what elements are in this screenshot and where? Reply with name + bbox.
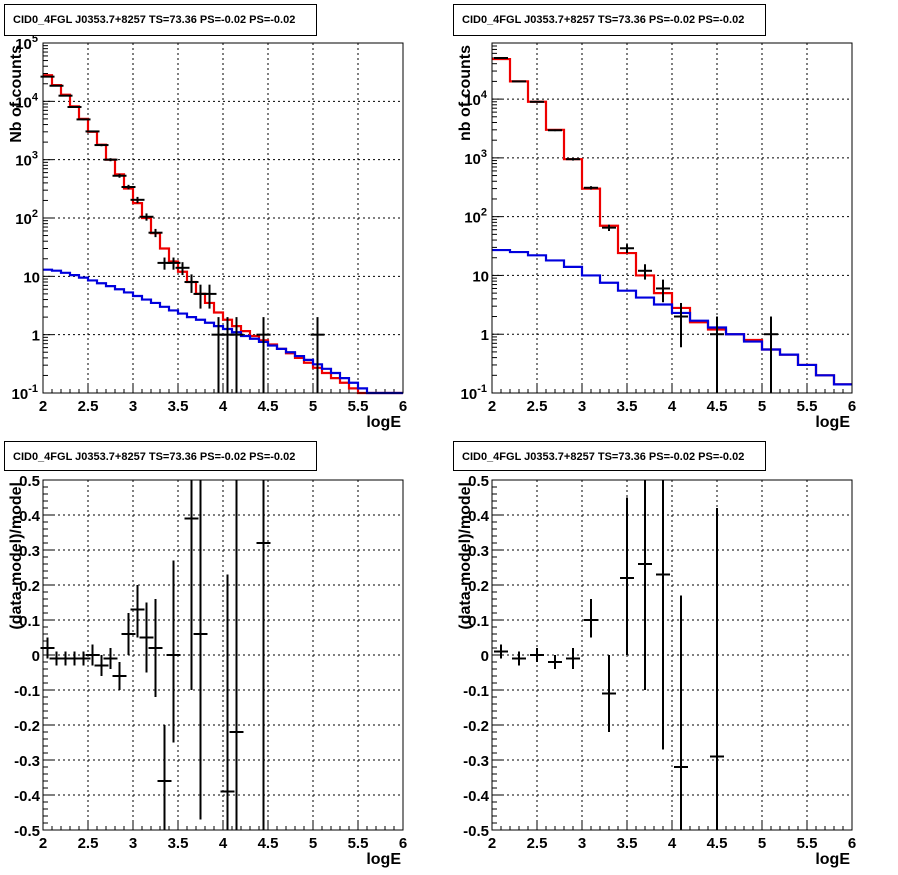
y-tick-label: 0.4 [468, 508, 490, 525]
y-tick-label: 10-1 [12, 383, 38, 403]
y-tick-label: -0.3 [14, 753, 40, 770]
x-tick-label: 2 [39, 398, 47, 415]
y-tick-label: -0.2 [14, 718, 40, 735]
y-axis-title: nb of counts [457, 45, 474, 141]
y-tick-label: 102 [15, 208, 38, 228]
y-tick-label: 0.3 [19, 543, 40, 560]
y-tick-label: -0.3 [463, 753, 489, 770]
x-tick-label: 2.5 [78, 398, 99, 415]
x-tick-label: 4 [668, 835, 677, 852]
x-tick-label: 4 [668, 398, 677, 415]
x-tick-label: 2.5 [527, 835, 548, 852]
y-tick-label: 0.4 [19, 508, 41, 525]
x-tick-label: 5 [309, 835, 317, 852]
x-tick-label: 2 [488, 398, 496, 415]
y-tick-label: 0.5 [468, 473, 489, 490]
x-tick-label: 4 [219, 398, 228, 415]
x-tick-label: 6 [399, 835, 407, 852]
x-tick-label: 5.5 [797, 835, 818, 852]
y-tick-label: -0.5 [463, 823, 489, 840]
y-axis-title: Nb of counts [8, 45, 25, 143]
y-tick-label: -0.1 [14, 683, 40, 700]
x-tick-label: 3 [578, 835, 586, 852]
y-tick-label: 0.5 [19, 473, 40, 490]
x-tick-label: 3.5 [617, 835, 638, 852]
y-tick-label: 0 [32, 648, 40, 665]
plot-frame [491, 42, 853, 394]
plot-frame [42, 479, 404, 831]
y-tick-label: 10-1 [461, 383, 487, 403]
y-tick-label: 103 [15, 150, 38, 170]
y-tick-label: 0.3 [468, 543, 489, 560]
y-tick-label: 0.1 [468, 613, 489, 630]
y-tick-label: -0.1 [463, 683, 489, 700]
panel-title-top-right: CID0_4FGL J0353.7+8257 TS=73.36 PS=-0.02… [453, 4, 766, 36]
x-tick-label: 5 [758, 398, 766, 415]
y-tick-label: 103 [464, 148, 487, 168]
x-tick-label: 5.5 [348, 398, 369, 415]
y-tick-label: -0.5 [14, 823, 40, 840]
x-tick-label: 2 [39, 835, 47, 852]
y-tick-label: 0.2 [19, 578, 40, 595]
y-tick-label: 0.2 [468, 578, 489, 595]
panel-title-top-left: CID0_4FGL J0353.7+8257 TS=73.36 PS=-0.02… [4, 4, 317, 36]
y-axis-title: (data-model)/model [457, 482, 474, 630]
x-axis-title: logE [366, 414, 401, 431]
y-tick-label: -0.2 [463, 718, 489, 735]
x-tick-label: 4.5 [258, 398, 279, 415]
x-tick-label: 4.5 [707, 398, 728, 415]
y-tick-label: 10 [23, 269, 40, 286]
x-tick-label: 6 [399, 398, 407, 415]
x-tick-label: 3.5 [168, 835, 189, 852]
panel-title-bottom-left: CID0_4FGL J0353.7+8257 TS=73.36 PS=-0.02… [4, 441, 317, 471]
x-tick-label: 6 [848, 398, 856, 415]
x-tick-label: 3 [578, 398, 586, 415]
x-tick-label: 3.5 [617, 398, 638, 415]
x-tick-label: 5 [758, 835, 766, 852]
x-tick-label: 4 [219, 835, 228, 852]
y-tick-label: 0 [481, 648, 489, 665]
x-axis-title: logE [815, 851, 850, 868]
y-tick-label: 1 [32, 328, 40, 345]
plot-frame [42, 42, 404, 394]
plot-frame [491, 479, 853, 831]
x-tick-label: 2.5 [78, 835, 99, 852]
x-tick-label: 5.5 [348, 835, 369, 852]
y-tick-label: 0.1 [19, 613, 40, 630]
y-tick-label: -0.4 [14, 788, 41, 805]
total-model-histogram [492, 57, 852, 386]
x-tick-label: 4.5 [258, 835, 279, 852]
x-tick-label: 5.5 [797, 398, 818, 415]
y-axis-title: (data-model)/model [8, 482, 25, 630]
background-model-histogram [492, 248, 852, 386]
x-axis-title: logE [366, 851, 401, 868]
x-tick-label: 2.5 [527, 398, 548, 415]
x-tick-label: 2 [488, 835, 496, 852]
panel-title-bottom-right: CID0_4FGL J0353.7+8257 TS=73.36 PS=-0.02… [453, 441, 766, 471]
x-axis-title: logE [815, 414, 850, 431]
y-tick-label: 1 [481, 327, 489, 344]
background-model-histogram [43, 268, 403, 395]
x-tick-label: 6 [848, 835, 856, 852]
y-tick-label: 102 [464, 207, 487, 227]
x-tick-label: 3 [129, 398, 137, 415]
y-tick-label: -0.4 [463, 788, 490, 805]
x-tick-label: 3.5 [168, 398, 189, 415]
x-tick-label: 5 [309, 398, 317, 415]
x-tick-label: 3 [129, 835, 137, 852]
y-tick-label: 10 [472, 268, 489, 285]
x-tick-label: 4.5 [707, 835, 728, 852]
